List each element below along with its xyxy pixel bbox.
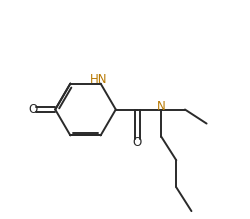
Text: N: N <box>156 100 165 113</box>
Text: O: O <box>132 136 141 149</box>
Text: O: O <box>28 103 38 116</box>
Text: HN: HN <box>89 73 107 86</box>
